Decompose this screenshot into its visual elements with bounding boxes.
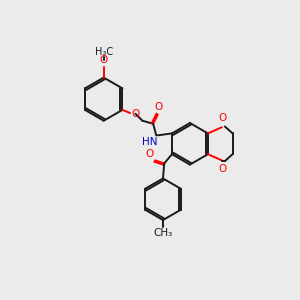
Text: O: O [100,55,108,65]
Text: O: O [145,149,154,159]
Text: O: O [218,164,227,174]
Text: O: O [218,113,227,123]
Text: O: O [132,109,140,119]
Text: HN: HN [142,137,158,147]
Text: CH₃: CH₃ [153,228,172,238]
Text: O: O [154,102,163,112]
Text: H₃C: H₃C [94,47,113,57]
